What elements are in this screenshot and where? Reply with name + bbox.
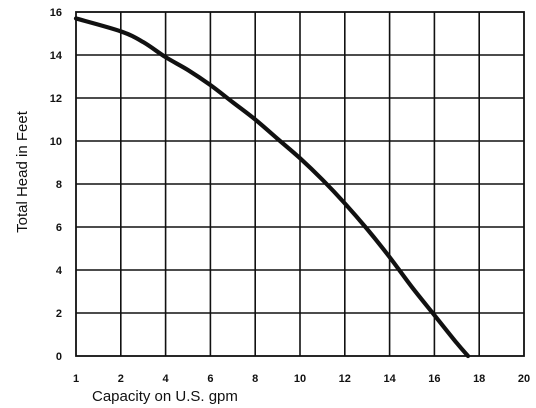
x-tick-label: 16 <box>428 373 440 385</box>
y-tick-label: 12 <box>50 93 62 105</box>
x-tick-label: 8 <box>252 373 258 385</box>
series-line <box>73 16 471 359</box>
x-tick-label: 6 <box>207 373 213 385</box>
x-tick-label: 20 <box>518 373 530 385</box>
y-tick-label: 8 <box>56 179 62 191</box>
grid <box>76 12 524 356</box>
x-tick-label: 4 <box>163 373 170 385</box>
y-axis-label: Total Head in Feet <box>14 110 31 233</box>
plot-frame <box>75 11 525 357</box>
y-tick-label: 4 <box>56 265 63 277</box>
y-tick-label: 10 <box>50 136 62 148</box>
y-tick-label: 0 <box>56 351 62 363</box>
x-axis-label: Capacity on U.S. gpm <box>92 388 238 405</box>
y-tick-label: 2 <box>56 308 62 320</box>
plot-border <box>75 11 525 357</box>
series-layer <box>73 16 471 359</box>
x-tick-label: 2 <box>118 373 124 385</box>
y-tick-labels: 0 2 4 6 8 10 12 14 16 <box>50 7 63 363</box>
x-tick-labels: 1 2 4 6 8 10 12 14 16 18 20 <box>73 373 530 385</box>
y-tick-label: 6 <box>56 222 62 234</box>
x-tick-label: 10 <box>294 373 306 385</box>
y-tick-label: 16 <box>50 7 62 19</box>
x-tick-label: 1 <box>73 373 79 385</box>
y-tick-label: 14 <box>50 50 63 62</box>
x-tick-label: 12 <box>339 373 351 385</box>
x-tick-label: 14 <box>383 373 396 385</box>
x-tick-label: 18 <box>473 373 485 385</box>
